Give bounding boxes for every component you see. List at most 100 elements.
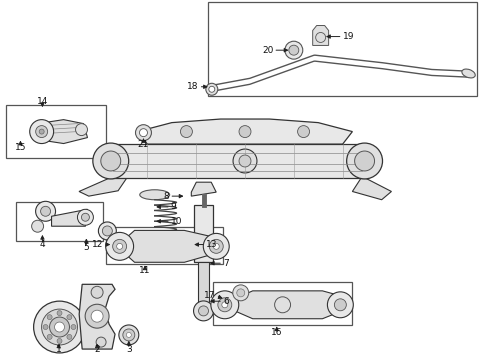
Text: 11: 11 [139,266,151,275]
Circle shape [355,151,374,171]
Polygon shape [313,26,329,45]
Circle shape [57,311,62,316]
Polygon shape [108,144,367,178]
Circle shape [34,301,85,353]
Circle shape [57,338,62,343]
Polygon shape [221,291,344,319]
Circle shape [140,129,147,137]
Ellipse shape [140,190,170,200]
Circle shape [75,123,88,136]
Circle shape [93,143,129,179]
Circle shape [30,120,53,144]
Bar [106,226,223,264]
Text: 16: 16 [271,328,282,337]
Circle shape [203,233,229,259]
Text: 17: 17 [204,291,216,300]
Circle shape [81,213,89,221]
Polygon shape [79,284,115,349]
Circle shape [316,32,326,42]
Bar [208,3,477,96]
Text: 4: 4 [40,240,45,249]
Circle shape [39,129,44,134]
Text: 5: 5 [83,243,89,252]
Bar [197,262,210,306]
Circle shape [346,143,383,179]
Circle shape [126,332,131,337]
Ellipse shape [140,237,170,247]
Circle shape [222,302,228,308]
Circle shape [239,126,251,138]
Circle shape [54,322,65,332]
Polygon shape [138,119,352,144]
Polygon shape [117,230,219,262]
Circle shape [194,301,214,321]
Circle shape [206,83,218,95]
Circle shape [117,243,122,249]
Circle shape [233,285,249,301]
Circle shape [119,325,139,345]
Circle shape [42,309,77,345]
Circle shape [237,289,245,297]
Circle shape [274,297,291,313]
Text: 12: 12 [92,240,103,249]
Text: 18: 18 [187,82,198,91]
Text: 15: 15 [15,143,26,152]
Text: 20: 20 [262,46,273,55]
Circle shape [180,126,193,138]
Polygon shape [51,209,87,226]
Circle shape [209,86,215,92]
Circle shape [77,209,94,225]
Bar [213,282,352,325]
Circle shape [285,41,303,59]
Polygon shape [38,120,88,144]
Polygon shape [352,176,392,200]
Ellipse shape [462,69,475,78]
Circle shape [334,299,346,311]
Text: 2: 2 [94,345,100,354]
Circle shape [67,315,72,320]
Circle shape [297,126,310,138]
Circle shape [32,220,44,232]
Circle shape [67,334,72,339]
Circle shape [36,201,55,221]
Circle shape [198,306,208,316]
Text: 8: 8 [164,192,170,201]
Polygon shape [79,176,128,196]
Text: 19: 19 [343,32,354,41]
Circle shape [233,149,257,173]
Circle shape [91,310,103,322]
Circle shape [213,243,219,249]
Bar [16,202,103,241]
Circle shape [91,286,103,298]
Text: 6: 6 [223,297,229,306]
Circle shape [36,126,48,138]
Text: 10: 10 [171,217,182,226]
Circle shape [113,239,126,253]
Circle shape [211,291,239,319]
Circle shape [102,226,112,236]
Circle shape [101,151,121,171]
Circle shape [136,125,151,141]
Text: 3: 3 [126,345,132,354]
Circle shape [71,325,76,329]
Circle shape [43,325,48,329]
Circle shape [49,317,70,337]
Circle shape [218,298,232,312]
Bar [194,205,214,262]
Text: 21: 21 [138,140,149,149]
Circle shape [85,304,109,328]
Text: 1: 1 [56,345,61,354]
Text: 7: 7 [223,259,229,268]
Circle shape [98,222,116,240]
Circle shape [96,337,106,347]
Text: 9: 9 [171,202,176,211]
Circle shape [239,155,251,167]
Circle shape [123,329,135,341]
Circle shape [289,45,299,55]
Circle shape [41,206,50,216]
Circle shape [47,315,52,320]
Polygon shape [191,182,216,196]
Text: 13: 13 [206,240,218,249]
Text: 14: 14 [37,96,48,105]
Circle shape [106,233,134,260]
